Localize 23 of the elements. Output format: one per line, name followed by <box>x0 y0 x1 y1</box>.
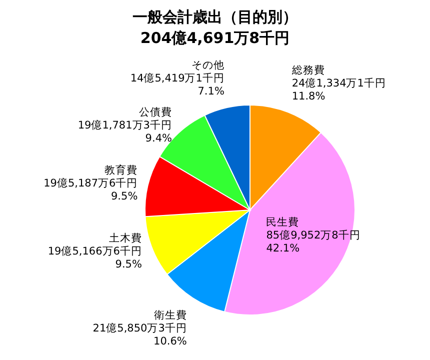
text: 14億5,419万1千円 <box>130 72 224 84</box>
text: 21億5,850万3千円 <box>92 322 187 335</box>
slice-label: 衛生費 <box>154 308 187 322</box>
data-label: 9.5% <box>111 190 138 203</box>
data-label: 11.8% <box>292 90 326 102</box>
text: 19億5,187万6千円 <box>44 178 138 190</box>
data-label: 10.6% <box>154 336 187 348</box>
data-label: 42.1% <box>266 242 300 254</box>
slice-label: 教育費 <box>104 164 138 177</box>
text: 85億9,952万8千円 <box>266 229 360 242</box>
chart-subtitle: 204億4,691万8千円 <box>140 29 290 47</box>
slice-label: その他 <box>191 59 224 72</box>
data-label: 7.1% <box>198 85 224 98</box>
slice-label: 総務費 <box>290 63 325 76</box>
slice-label: 土木費 <box>108 231 142 244</box>
data-label: 9.5% <box>115 258 142 270</box>
slice-label: 民生費 <box>266 215 300 228</box>
text: 19億1,781万3千円 <box>78 119 172 132</box>
data-label: 9.4% <box>145 132 172 144</box>
slice-label: 公債費 <box>139 105 172 118</box>
text: 19億5,166万6千円 <box>48 245 142 258</box>
chart-title: 一般会計歳出（目的別） <box>132 8 298 26</box>
text: 24億1,334万1千円 <box>292 77 386 90</box>
